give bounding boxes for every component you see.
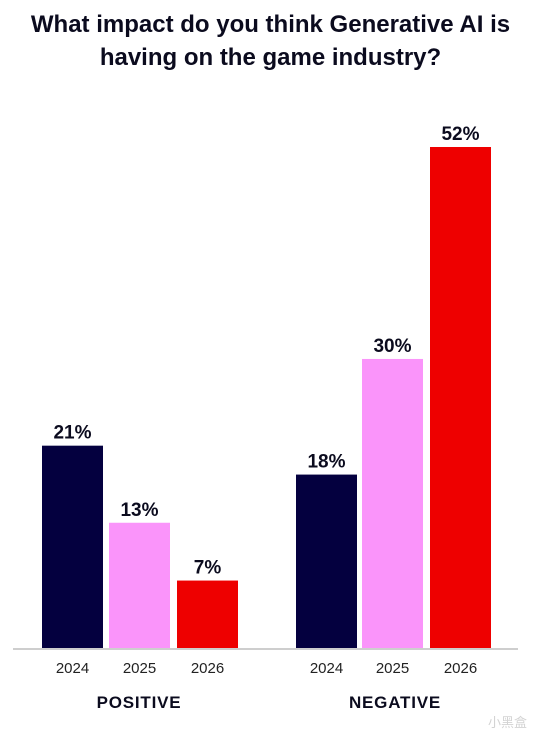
data-label-positive-2026: 7% <box>194 558 222 579</box>
data-label-negative-2024: 18% <box>307 452 345 473</box>
bar-positive-2026 <box>177 580 238 648</box>
bar-positive-2024 <box>42 445 103 648</box>
bar-negative-2024 <box>296 474 357 648</box>
tick-label-positive-2026: 2026 <box>191 660 224 677</box>
tick-label-positive-2024: 2024 <box>56 660 89 677</box>
bar-negative-2025 <box>362 358 423 648</box>
group-label-positive: POSITIVE <box>97 693 182 712</box>
bar-negative-2026 <box>430 147 491 648</box>
group-label-negative: NEGATIVE <box>349 693 441 712</box>
data-label-negative-2026: 52% <box>441 124 479 145</box>
data-label-positive-2024: 21% <box>53 423 91 444</box>
data-label-positive-2025: 13% <box>120 500 158 521</box>
bar-positive-2025 <box>109 522 170 648</box>
chart-title-line-1: What impact do you think Generative AI i… <box>30 11 511 38</box>
tick-label-negative-2025: 2025 <box>376 660 409 677</box>
data-label-negative-2025: 30% <box>373 336 411 357</box>
chart-title-line-2: having on the game industry? <box>99 44 442 71</box>
tick-label-positive-2025: 2025 <box>123 660 156 677</box>
tick-label-negative-2024: 2024 <box>310 660 343 677</box>
tick-label-negative-2026: 2026 <box>444 660 477 677</box>
chart-title: What impact do you think Generative AI i… <box>0 8 541 74</box>
watermark: 小黑盒 <box>487 716 527 731</box>
